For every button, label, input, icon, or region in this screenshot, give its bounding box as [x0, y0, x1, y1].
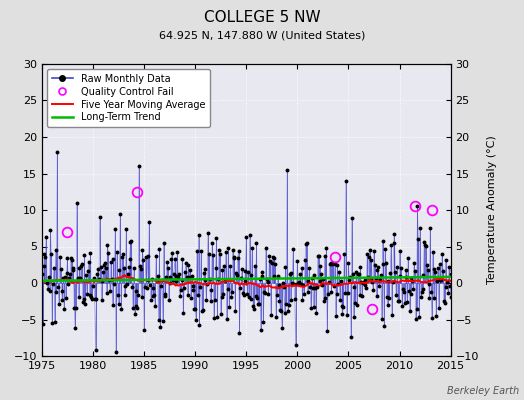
Text: Berkeley Earth: Berkeley Earth	[446, 386, 519, 396]
Text: COLLEGE 5 NW: COLLEGE 5 NW	[204, 10, 320, 25]
Legend: Raw Monthly Data, Quality Control Fail, Five Year Moving Average, Long-Term Tren: Raw Monthly Data, Quality Control Fail, …	[47, 69, 210, 127]
Text: 64.925 N, 147.880 W (United States): 64.925 N, 147.880 W (United States)	[159, 30, 365, 40]
Y-axis label: Temperature Anomaly (°C): Temperature Anomaly (°C)	[487, 136, 497, 284]
